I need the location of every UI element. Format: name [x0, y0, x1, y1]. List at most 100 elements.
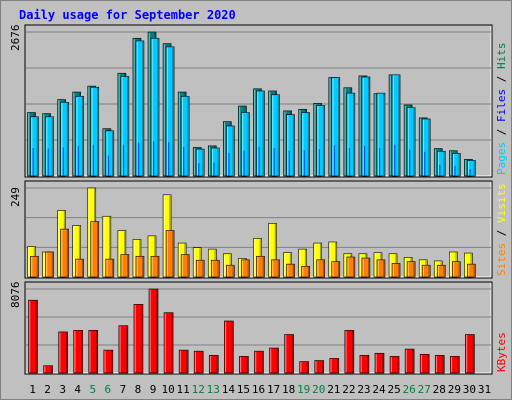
panels-layer: 2676 Pages / Files / Hits 249 Sites / Visit… [9, 24, 508, 375]
bar-kbytes [359, 355, 370, 374]
bar-sites [241, 259, 250, 278]
bar-pages [361, 76, 371, 177]
bar-files [318, 149, 320, 176]
x-tick-label: 30 [463, 383, 476, 396]
bar-sites [316, 259, 326, 278]
bar-pages [256, 90, 265, 177]
bar-kbytes [239, 356, 249, 374]
bar-pages [135, 40, 145, 177]
x-tick-label: 4 [74, 383, 81, 396]
x-tick-label: 15 [237, 383, 250, 396]
bar-kbytes [73, 330, 83, 374]
bar-files [213, 162, 215, 176]
bar-pages [467, 160, 476, 177]
bar-kbytes [419, 353, 430, 374]
bar-sites [195, 259, 205, 278]
bar-pages [150, 37, 160, 177]
bar-sites [271, 259, 280, 278]
bar-files [228, 152, 230, 176]
bar-pages [210, 147, 220, 177]
bar-pages [241, 112, 250, 177]
bar-sites [391, 263, 401, 278]
bar-kbytes [284, 334, 294, 374]
x-tick-label: 23 [357, 383, 370, 396]
bar-kbytes [434, 355, 445, 374]
bar-sites [90, 221, 100, 278]
bar-files [378, 148, 381, 176]
bar-pages [271, 94, 280, 177]
x-tick-label: 22 [342, 383, 355, 396]
x-axis: 1 2 3 4 5 6 7 8 9 10 11 12 13 14 15 16 17 18 19 20 21 22 23 24 2… [29, 383, 491, 396]
bar-files [107, 155, 110, 176]
bar-kbytes [133, 304, 144, 374]
bar-kbytes [88, 330, 99, 374]
x-tick-label: 16 [252, 383, 265, 396]
bar-kbytes [28, 299, 38, 374]
bar-sites [60, 228, 69, 278]
bar-sites [226, 264, 235, 278]
bar-pages [376, 92, 386, 177]
bar-pages [60, 101, 69, 177]
bar-pages [331, 77, 341, 177]
legend-entry: Visits [495, 183, 508, 223]
max-label-top: 2676 [9, 25, 22, 52]
bar-pages [406, 107, 416, 177]
bar-pages [30, 116, 39, 177]
bar-kbytes [465, 334, 475, 374]
legend-entry: Files [495, 89, 508, 122]
bar-pages [391, 74, 401, 177]
bar-pages [346, 92, 356, 177]
panel-middle: 249 Sites / Visits [9, 180, 508, 279]
bar-files [348, 148, 351, 176]
bar-files [454, 165, 456, 176]
bar-kbytes [404, 348, 415, 374]
bar-kbytes [450, 356, 460, 374]
bar-sites [180, 254, 190, 278]
bar-pages [90, 86, 100, 177]
bar-files [439, 164, 441, 176]
legend-entry: Sites [495, 243, 508, 276]
bar-kbytes [254, 350, 264, 374]
x-tick-label: 21 [327, 383, 340, 396]
x-tick-label: 14 [222, 383, 236, 396]
bar-files [47, 148, 49, 176]
bar-pages [165, 46, 175, 177]
bars-middle [27, 187, 476, 278]
bar-files [168, 142, 170, 176]
chart-title: Daily usage for September 2020 [19, 8, 236, 22]
x-tick-label: 6 [105, 383, 112, 396]
bar-pages [316, 105, 326, 177]
bar-sites [105, 258, 115, 278]
panel-bottom: 8076 KBytes [9, 281, 508, 375]
bar-pages [195, 148, 205, 177]
x-tick-label: 7 [120, 383, 127, 396]
x-tick-label: 20 [312, 383, 325, 396]
x-tick-label: 17 [267, 383, 280, 396]
bar-files [363, 145, 366, 176]
bar-sites [165, 230, 175, 278]
bar-files [333, 145, 335, 176]
x-tick-label: 9 [150, 383, 157, 396]
bar-sites [135, 255, 145, 278]
bar-kbytes [389, 356, 400, 374]
bar-kbytes [43, 365, 53, 374]
bars-bottom [28, 288, 475, 374]
bar-files [469, 169, 471, 176]
bar-pages [45, 116, 54, 177]
bar-files [62, 147, 64, 176]
legend-bottom: KBytes [495, 332, 508, 372]
bar-pages [421, 118, 431, 177]
bar-sites [75, 258, 84, 278]
bar-files [153, 141, 155, 176]
bar-files [303, 150, 305, 176]
x-tick-label: 2 [44, 383, 51, 396]
bar-pages [301, 112, 310, 177]
bar-kbytes [193, 350, 204, 374]
bar-kbytes [178, 349, 189, 374]
bar-kbytes [118, 325, 129, 374]
x-tick-label: 25 [387, 383, 400, 396]
x-tick-label: 31 [478, 383, 491, 396]
legend-separator: / [495, 223, 508, 243]
bar-kbytes [208, 355, 219, 374]
max-label-middle: 249 [9, 187, 22, 207]
